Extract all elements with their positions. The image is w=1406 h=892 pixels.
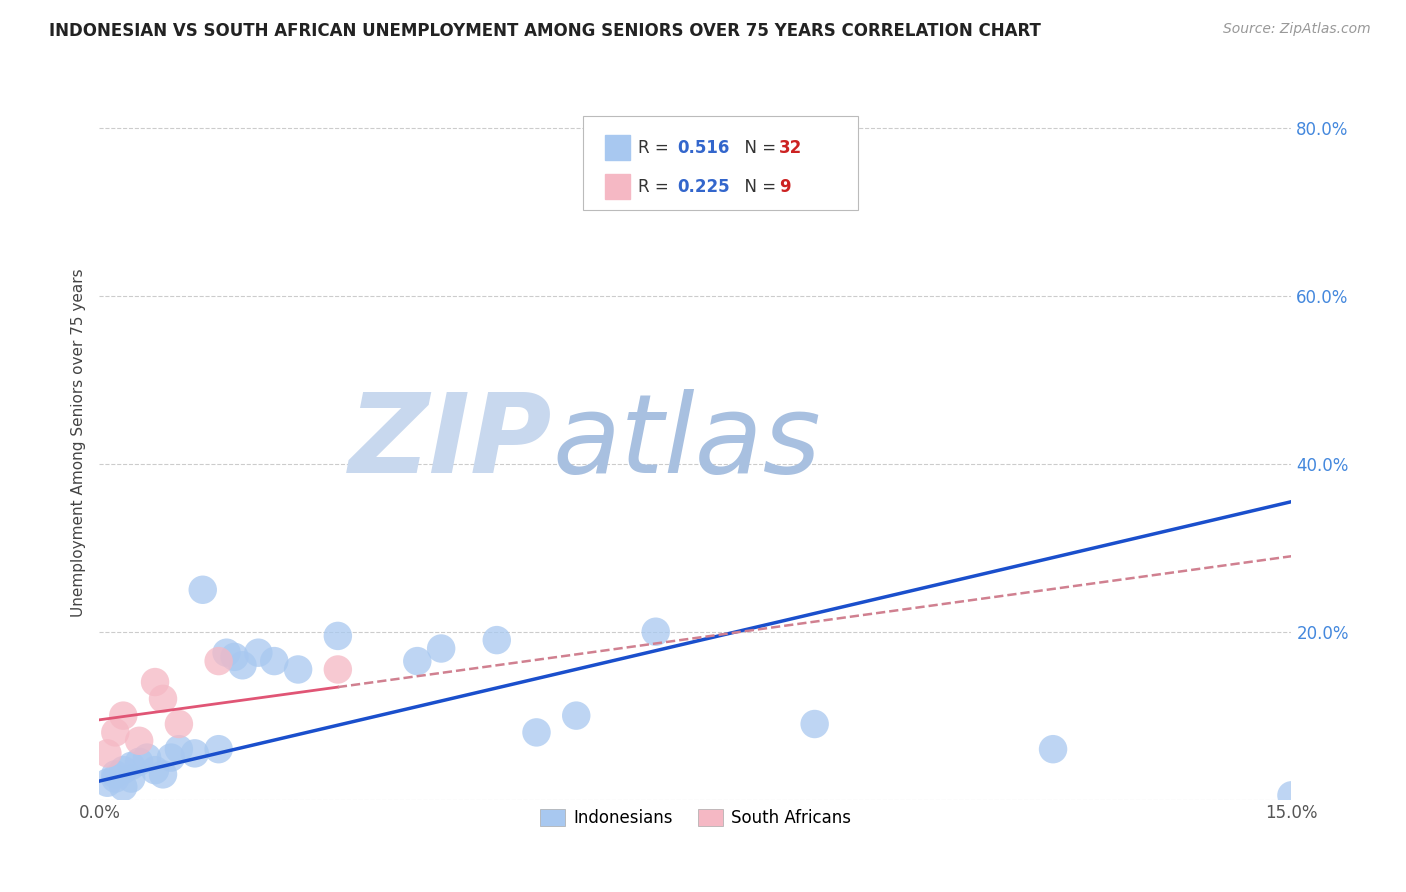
Point (287, 663, 309, 677)
Point (191, 582, 214, 597)
Text: N =: N = (734, 178, 782, 195)
Text: 9: 9 (779, 178, 790, 195)
Text: INDONESIAN VS SOUTH AFRICAN UNEMPLOYMENT AMONG SENIORS OVER 75 YEARS CORRELATION: INDONESIAN VS SOUTH AFRICAN UNEMPLOYMENT… (49, 22, 1040, 40)
Point (1281, 789, 1303, 803)
Point (224, 649, 246, 664)
Point (160, 750, 183, 764)
Point (326, 663, 349, 677)
Text: R =: R = (638, 138, 675, 156)
Point (565, 708, 588, 723)
Point (112, 708, 135, 723)
Y-axis label: Unemployment Among Seniors over 75 years: Unemployment Among Seniors over 75 years (72, 268, 86, 617)
Point (803, 717, 825, 731)
Point (120, 759, 142, 773)
Point (112, 780, 135, 794)
Point (104, 725, 127, 739)
Point (485, 633, 508, 648)
Text: N =: N = (734, 138, 782, 156)
Text: 32: 32 (779, 138, 803, 156)
Point (430, 641, 453, 656)
Legend: Indonesians, South Africans: Indonesians, South Africans (533, 803, 858, 834)
Point (644, 624, 666, 639)
Text: Source: ZipAtlas.com: Source: ZipAtlas.com (1223, 22, 1371, 37)
Point (143, 675, 166, 690)
Text: 0.516: 0.516 (678, 138, 730, 156)
Point (96, 776, 118, 790)
Point (120, 772, 142, 786)
Point (167, 742, 190, 756)
Point (128, 733, 150, 747)
Point (1042, 742, 1064, 756)
Point (326, 629, 349, 643)
Point (247, 646, 270, 660)
Point (526, 725, 548, 739)
Point (215, 646, 238, 660)
Point (152, 691, 174, 706)
Point (263, 654, 285, 668)
Point (104, 767, 127, 781)
Point (184, 747, 207, 761)
Point (112, 763, 135, 777)
Point (136, 750, 159, 764)
Point (406, 654, 429, 668)
Point (143, 763, 166, 777)
Point (208, 742, 231, 756)
Point (104, 772, 127, 786)
Point (208, 654, 231, 668)
Point (96, 747, 118, 761)
Point (231, 658, 253, 673)
Text: 0.225: 0.225 (678, 178, 730, 195)
Text: ZIP: ZIP (349, 390, 553, 497)
Text: R =: R = (638, 178, 675, 195)
Point (152, 767, 174, 781)
Point (167, 717, 190, 731)
Text: atlas: atlas (553, 390, 821, 497)
Point (128, 755, 150, 769)
